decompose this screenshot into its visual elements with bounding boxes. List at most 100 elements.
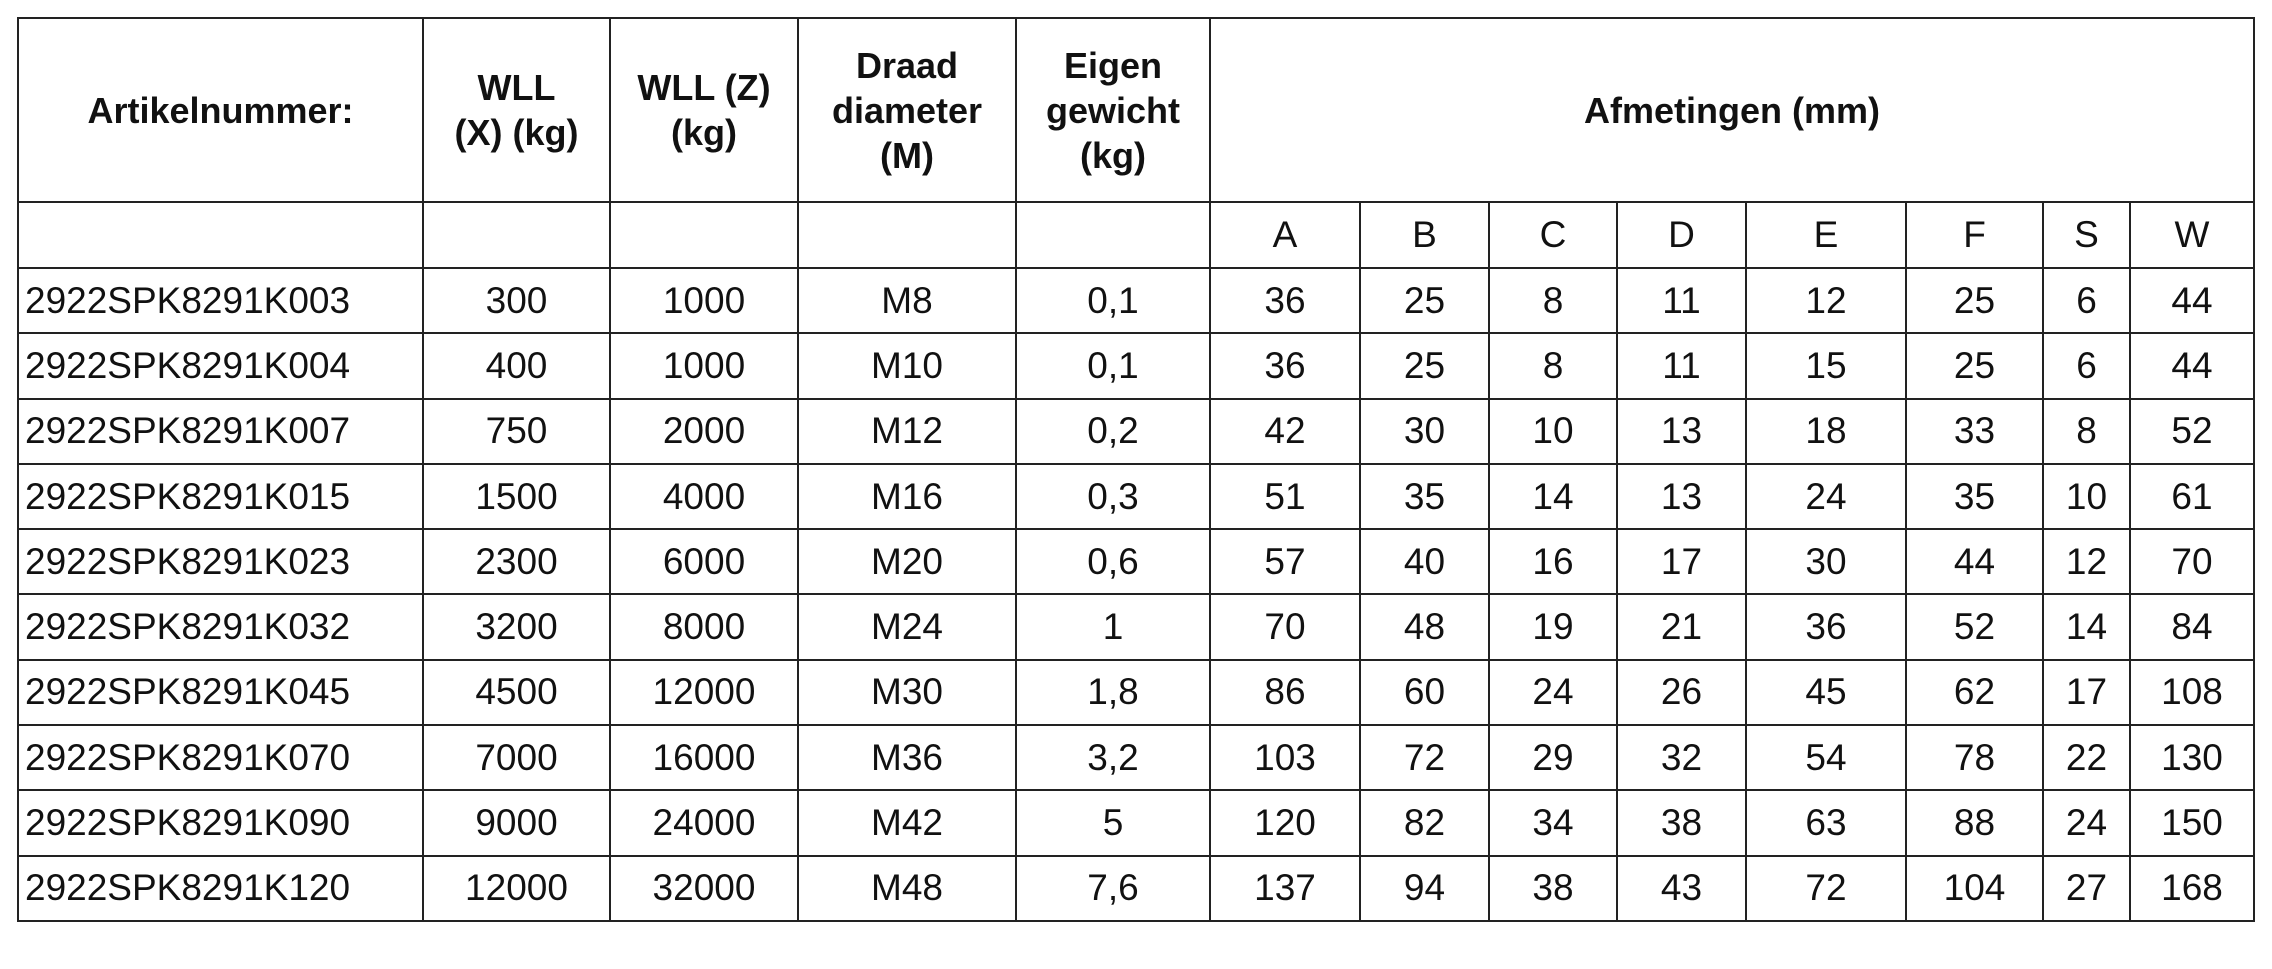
data-cell: 26 [1616,658,1747,727]
data-cell: 150 [2129,789,2255,857]
data-cell: 63 [1745,789,1907,857]
data-cell: 62 [1905,658,2044,727]
data-cell: 6 [2042,266,2131,335]
data-cell: 13 [1616,397,1747,465]
data-cell: M10 [797,332,1017,400]
data-cell: 2300 [422,528,611,596]
data-cell: 52 [2129,397,2255,465]
subheader-cell: E [1745,201,1907,269]
data-cell: 12 [1745,266,1907,335]
data-cell: 70 [1209,593,1361,661]
data-cell: 11 [1616,266,1747,335]
data-cell: 32000 [609,854,799,922]
data-cell: 0,1 [1015,332,1211,400]
data-cell: 3200 [422,593,611,661]
data-cell: 33 [1905,397,2044,465]
data-cell: 70 [2129,528,2255,596]
data-cell: 6 [2042,332,2131,400]
data-cell: 2922SPK8291K007 [17,397,424,465]
data-cell: 10 [2042,462,2131,531]
data-cell: M30 [797,658,1017,727]
subheader-cell: F [1905,201,2044,269]
data-cell: 13 [1616,462,1747,531]
data-cell: 2922SPK8291K120 [17,854,424,922]
data-cell: 48 [1359,593,1490,661]
data-cell: 35 [1359,462,1490,531]
data-cell: 168 [2129,854,2255,922]
data-cell: 36 [1209,266,1361,335]
data-cell: 6000 [609,528,799,596]
data-cell: 12000 [422,854,611,922]
subheader-cell: C [1488,201,1618,269]
data-cell: 300 [422,266,611,335]
data-cell: 8 [1488,332,1618,400]
data-cell: 120 [1209,789,1361,857]
data-cell: 25 [1359,332,1490,400]
data-cell: 38 [1616,789,1747,857]
data-cell: 2922SPK8291K023 [17,528,424,596]
spec-table: Artikelnummer: WLL (X) (kg) WLL (Z) (kg) Dr… [17,17,2255,922]
data-cell: 9000 [422,789,611,857]
data-cell: 2922SPK8291K045 [17,658,424,727]
data-cell: 24 [1745,462,1907,531]
data-cell: 45 [1745,658,1907,727]
data-cell: 35 [1905,462,2044,531]
data-cell: 2922SPK8291K090 [17,789,424,857]
data-cell: 22 [2042,724,2131,792]
data-cell: 29 [1488,724,1618,792]
data-cell: 36 [1209,332,1361,400]
data-cell: 2922SPK8291K004 [17,332,424,400]
header-cell: Draad diameter (M) [797,17,1017,203]
data-cell: 2922SPK8291K032 [17,593,424,661]
data-cell: 1500 [422,462,611,531]
data-cell: 103 [1209,724,1361,792]
data-cell: 1000 [609,266,799,335]
data-row: 2922SPK8291K015 1500 4000 M16 0,3 51 35 14 13 24 3… [17,462,2255,531]
subheader-cell: B [1359,201,1490,269]
data-cell: 8 [1488,266,1618,335]
data-cell: 11 [1616,332,1747,400]
data-cell: 400 [422,332,611,400]
data-cell: 12000 [609,658,799,727]
table-wrap: Artikelnummer: WLL (X) (kg) WLL (Z) (kg) Dr… [17,17,2255,922]
data-cell: 61 [2129,462,2255,531]
data-cell: 1,8 [1015,658,1211,727]
data-cell: 8000 [609,593,799,661]
data-cell: 36 [1745,593,1907,661]
data-cell: M36 [797,724,1017,792]
data-cell: 4500 [422,658,611,727]
data-cell: 84 [2129,593,2255,661]
empty-cell [17,201,424,269]
data-cell: 4000 [609,462,799,531]
data-cell: 44 [2129,266,2255,335]
data-cell: 38 [1488,854,1618,922]
data-cell: 1000 [609,332,799,400]
data-cell: 52 [1905,593,2044,661]
data-cell: M48 [797,854,1017,922]
data-cell: 19 [1488,593,1618,661]
data-cell: 750 [422,397,611,465]
data-cell: M8 [797,266,1017,335]
data-row: 2922SPK8291K045 4500 12000 M30 1,8 86 60 24 26 45… [17,658,2255,727]
data-cell: 130 [2129,724,2255,792]
data-cell: 88 [1905,789,2044,857]
data-row: 2922SPK8291K007 750 2000 M12 0,2 42 30 10 13 18 33… [17,397,2255,465]
data-cell: 14 [2042,593,2131,661]
data-cell: 43 [1616,854,1747,922]
empty-cell [797,201,1017,269]
data-cell: 57 [1209,528,1361,596]
data-cell: 2000 [609,397,799,465]
data-cell: 7,6 [1015,854,1211,922]
data-cell: 12 [2042,528,2131,596]
data-cell: 25 [1905,266,2044,335]
empty-cell [609,201,799,269]
data-cell: 17 [1616,528,1747,596]
data-cell: M12 [797,397,1017,465]
header-row: Artikelnummer: WLL (X) (kg) WLL (Z) (kg) Dr… [17,17,2255,203]
data-cell: 25 [1359,266,1490,335]
data-cell: 5 [1015,789,1211,857]
data-cell: 42 [1209,397,1361,465]
data-cell: 2922SPK8291K070 [17,724,424,792]
